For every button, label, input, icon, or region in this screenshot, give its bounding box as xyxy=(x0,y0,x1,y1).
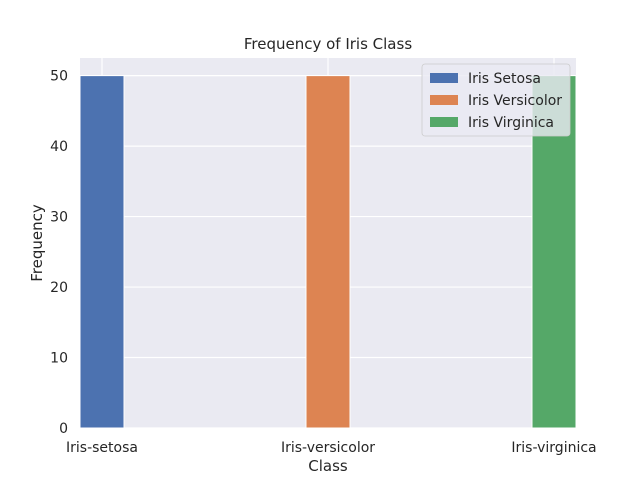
legend-label: Iris Setosa xyxy=(468,71,541,87)
x-axis-label: Class xyxy=(308,457,348,475)
x-axis-ticks: Iris-setosa Iris-versicolor Iris-virginica xyxy=(66,440,597,456)
y-axis-ticks: 0 10 20 30 40 50 xyxy=(50,69,68,437)
legend-swatch xyxy=(430,95,458,105)
y-tick-label: 20 xyxy=(50,280,68,296)
y-axis-label: Frequency xyxy=(28,204,46,282)
bar-iris-setosa xyxy=(79,75,125,429)
legend-swatch xyxy=(430,117,458,127)
x-tick-label: Iris-virginica xyxy=(511,440,596,456)
legend-label: Iris Virginica xyxy=(468,115,554,131)
bar-iris-versicolor xyxy=(305,75,351,429)
y-tick-label: 0 xyxy=(59,421,68,437)
y-tick-label: 50 xyxy=(50,69,68,85)
chart-title: Frequency of Iris Class xyxy=(244,35,412,53)
legend-label: Iris Versicolor xyxy=(468,93,562,109)
legend: Iris Setosa Iris Versicolor Iris Virginica xyxy=(421,63,571,137)
legend-box xyxy=(421,63,571,137)
y-tick-label: 10 xyxy=(50,351,68,367)
y-tick-label: 40 xyxy=(50,139,68,155)
y-tick-label: 30 xyxy=(50,210,68,226)
x-tick-label: Iris-versicolor xyxy=(281,440,375,456)
x-tick-label: Iris-setosa xyxy=(66,440,138,456)
legend-swatch xyxy=(430,73,458,83)
